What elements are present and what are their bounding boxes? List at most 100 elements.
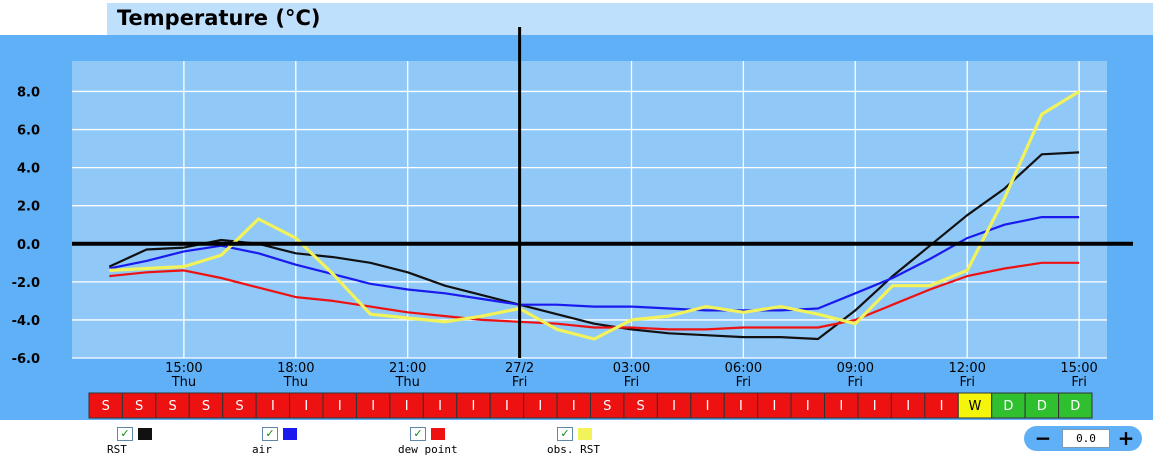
road-state-cell: [289, 392, 324, 419]
road-state-cell: [121, 392, 157, 419]
y-tick-label: 8.0: [17, 85, 40, 100]
x-tick-day: Fri: [959, 375, 975, 390]
swatch-air: [283, 428, 297, 440]
chart-title-bar: Temperature (°C): [107, 3, 1153, 35]
road-state-cell: [790, 392, 826, 419]
road-state-cell: [890, 392, 926, 419]
road-state-cell: [757, 392, 792, 419]
reference-lines: [72, 27, 1133, 358]
x-tick-time: 18:00: [277, 361, 314, 376]
checkbox-rst[interactable]: ✓: [117, 427, 133, 441]
x-tick-time: 12:00: [948, 361, 985, 376]
road-state-cell: [322, 392, 357, 419]
road-state-label: S: [603, 399, 611, 414]
zoom-control: − 0.0 +: [1024, 426, 1142, 451]
road-state-cell: [255, 392, 291, 419]
swatch-obs-rst: [578, 428, 592, 440]
road-state-label: I: [538, 399, 542, 414]
road-state-cell: [155, 392, 190, 419]
chart-title: Temperature (°C): [117, 6, 321, 30]
road-state-label: I: [304, 399, 308, 414]
road-state-label: S: [168, 399, 176, 414]
road-state-label: D: [1037, 399, 1047, 414]
x-tick-day: Thu: [283, 375, 308, 390]
plot-area: [72, 61, 1107, 358]
road-state-label: I: [806, 399, 810, 414]
road-state-cell: [623, 392, 658, 419]
x-tick-day: Thu: [394, 375, 419, 390]
legend: ✓ RST ✓ air ✓ dew point ✓ obs. RST − 0.0…: [0, 420, 1153, 458]
x-tick-time: 21:00: [389, 361, 426, 376]
x-tick-time: 15:00: [1060, 361, 1097, 376]
road-state-cell: [456, 392, 491, 419]
road-state-label: S: [202, 399, 210, 414]
x-tick-time: 15:00: [165, 361, 202, 376]
x-tick-day: Fri: [512, 375, 528, 390]
road-state-label: S: [235, 399, 243, 414]
series-line-rst: [108, 151, 1080, 341]
temperature-chart: 8.06.04.02.00.0-2.0-4.0-6.0 15:00Thu18:0…: [12, 27, 1133, 419]
y-tick-label: -4.0: [12, 314, 40, 329]
x-tick-time: 03:00: [613, 361, 650, 376]
legend-label-air: air: [252, 443, 272, 456]
y-tick-label: 4.0: [17, 162, 40, 177]
road-state-label: I: [572, 399, 576, 414]
road-state-cell: [1058, 392, 1093, 419]
y-tick-label: 6.0: [17, 124, 40, 139]
road-state-cell: [857, 392, 892, 419]
x-tick-day: Fri: [736, 375, 752, 390]
road-state-label: I: [772, 399, 776, 414]
zoom-value-field[interactable]: 0.0: [1062, 429, 1110, 448]
y-axis: 8.0 6.0 4.0 2.0 0.0 -2.0 -4.0 -6.0: [12, 85, 40, 367]
road-state-label: I: [906, 399, 910, 414]
x-axis: 15:00Thu18:00Thu21:00Thu27/2Fri03:00Fri0…: [165, 361, 1098, 390]
checkbox-obs-rst[interactable]: ✓: [557, 427, 573, 441]
road-state-label: D: [1070, 399, 1080, 414]
legend-label-dew-point: dew point: [398, 443, 458, 456]
series-line-air: [109, 216, 1080, 312]
x-tick-day: Thu: [171, 375, 196, 390]
x-tick-day: Fri: [624, 375, 640, 390]
road-state-cell: [723, 392, 759, 419]
road-state-label: I: [271, 399, 275, 414]
road-state-label: I: [338, 399, 342, 414]
swatch-dew-point: [431, 428, 445, 440]
road-state-label: I: [873, 399, 877, 414]
road-state-cell: [1024, 392, 1060, 419]
x-tick-time: 06:00: [725, 361, 762, 376]
legend-label-obs-rst: obs. RST: [547, 443, 600, 456]
road-state-cell: [188, 392, 224, 419]
swatch-rst: [138, 428, 152, 440]
road-state-label: W: [969, 399, 982, 414]
road-state-label: I: [940, 399, 944, 414]
series-line-obs-rst: [109, 90, 1080, 341]
y-tick-label: 2.0: [17, 200, 40, 215]
road-state-label: S: [102, 399, 110, 414]
y-tick-label: -2.0: [12, 276, 40, 291]
zoom-out-button[interactable]: −: [1034, 426, 1052, 450]
legend-label-rst: RST: [107, 443, 127, 456]
road-state-label: I: [706, 399, 710, 414]
road-state-label: D: [1003, 399, 1013, 414]
x-tick-day: Fri: [1071, 375, 1087, 390]
road-state-cell: [924, 392, 959, 419]
x-tick-time: 09:00: [837, 361, 874, 376]
zoom-in-button[interactable]: +: [1117, 426, 1135, 450]
road-state-label: I: [438, 399, 442, 414]
road-state-cell: [222, 392, 257, 419]
checkbox-air[interactable]: ✓: [262, 427, 278, 441]
road-state-label: S: [637, 399, 645, 414]
road-state-label: I: [739, 399, 743, 414]
checkbox-dew-point[interactable]: ✓: [410, 427, 426, 441]
series: [108, 90, 1080, 341]
y-tick-label: -6.0: [12, 352, 40, 367]
road-state-label: I: [839, 399, 843, 414]
x-tick-time: 27/2: [505, 361, 534, 376]
road-state-label: I: [505, 399, 509, 414]
road-state-label: S: [135, 399, 143, 414]
y-tick-label: 0.0: [17, 238, 40, 253]
road-state-label: I: [472, 399, 476, 414]
x-tick-day: Fri: [848, 375, 864, 390]
road-state-label: I: [371, 399, 375, 414]
